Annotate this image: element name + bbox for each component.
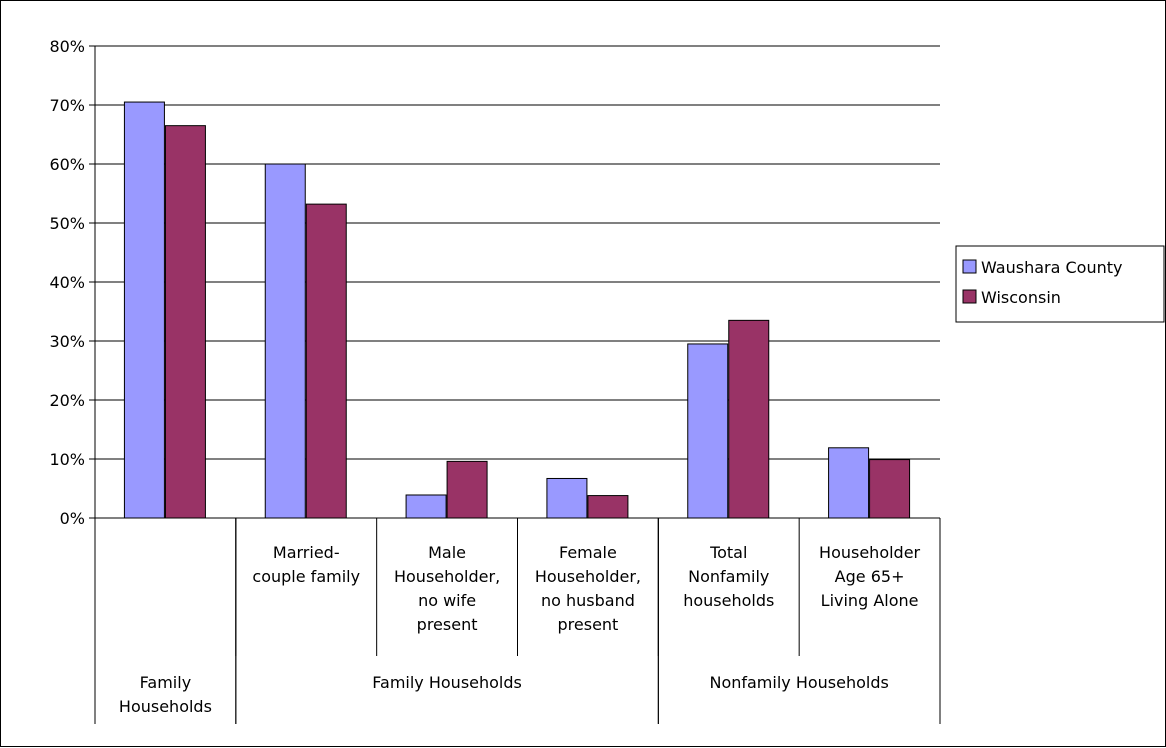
category-label: Married- xyxy=(273,543,340,562)
bar-wisconsin xyxy=(869,459,911,519)
bar-wisconsin xyxy=(587,495,629,519)
category-label: present xyxy=(558,615,619,634)
y-tick-label: 80% xyxy=(49,37,85,56)
legend-label: Wisconsin xyxy=(981,288,1061,307)
legend-swatch xyxy=(962,259,977,274)
bar-waushara-county xyxy=(264,163,306,519)
y-tick-label: 50% xyxy=(49,214,85,233)
bar-waushara-county xyxy=(123,101,165,519)
bar-wisconsin xyxy=(305,203,347,519)
legend-label: Waushara County xyxy=(981,258,1122,277)
category-label: no husband xyxy=(541,591,635,610)
category-label: Living Alone xyxy=(821,591,919,610)
y-tick-label: 0% xyxy=(60,509,85,528)
group-label: Nonfamily Households xyxy=(709,673,888,692)
bar-waushara-county xyxy=(687,343,729,519)
group-label: Family xyxy=(140,673,191,692)
legend-swatch xyxy=(962,289,977,304)
y-tick-label: 40% xyxy=(49,273,85,292)
category-label: no wife xyxy=(418,591,476,610)
bar-wisconsin xyxy=(446,460,488,519)
legend xyxy=(955,245,1165,323)
category-label: Nonfamily xyxy=(688,567,769,586)
category-label: Householder, xyxy=(535,567,641,586)
category-label: couple family xyxy=(252,567,360,586)
bar-waushara-county xyxy=(828,447,870,519)
y-tick-label: 20% xyxy=(49,391,85,410)
category-label: Householder, xyxy=(394,567,500,586)
bar-wisconsin xyxy=(164,125,206,519)
group-label: Family Households xyxy=(372,673,522,692)
y-tick-label: 60% xyxy=(49,155,85,174)
y-tick-label: 30% xyxy=(49,332,85,351)
category-label: Total xyxy=(709,543,747,562)
bar-waushara-county xyxy=(405,494,447,519)
group-label: Households xyxy=(119,697,212,716)
category-label: Male xyxy=(428,543,466,562)
y-tick-label: 70% xyxy=(49,96,85,115)
category-label: present xyxy=(417,615,478,634)
category-label: Age 65+ xyxy=(835,567,905,586)
bar-wisconsin xyxy=(728,319,770,519)
category-label: Householder xyxy=(819,543,921,562)
bar-waushara-county xyxy=(546,477,588,519)
y-tick-label: 10% xyxy=(49,450,85,469)
category-label: households xyxy=(683,591,774,610)
category-label: Female xyxy=(559,543,617,562)
